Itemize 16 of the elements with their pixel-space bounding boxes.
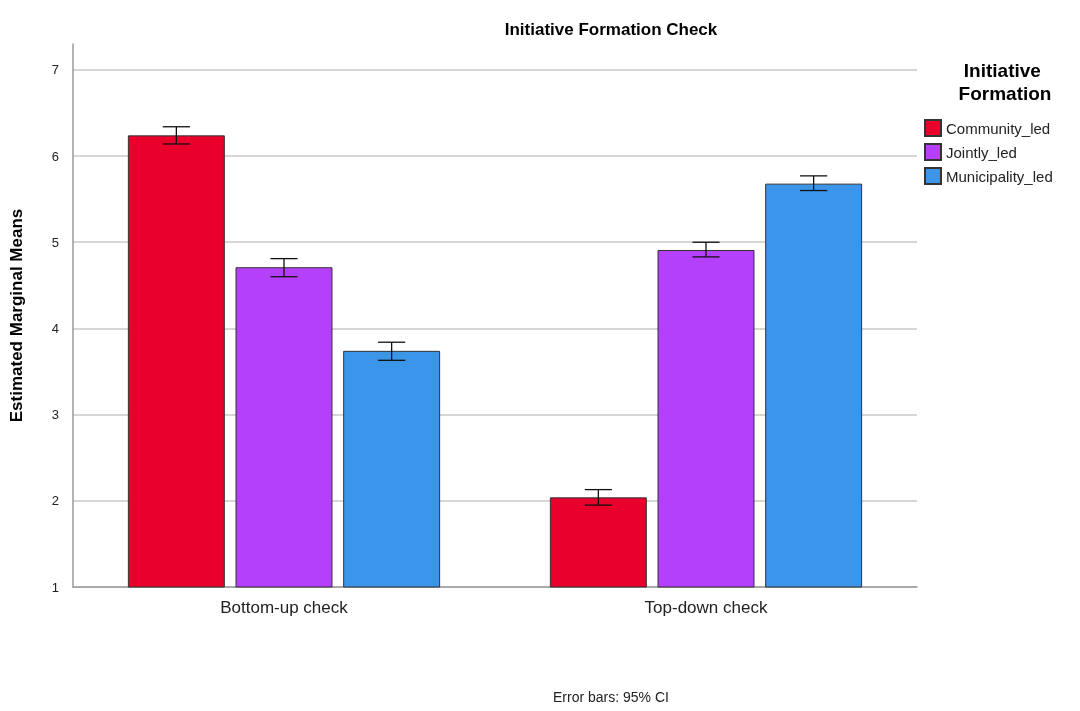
legend-label: Jointly_led xyxy=(946,143,1017,161)
chart-title: Initiative Formation Check xyxy=(504,20,718,39)
y-tick-label: 4 xyxy=(51,320,59,336)
legend-label: Municipality_led xyxy=(946,167,1053,185)
legend-title: Initiative Formation xyxy=(958,60,1052,104)
y-tick-label: 3 xyxy=(51,407,59,423)
y-tick-label: 7 xyxy=(51,62,59,78)
x-tick-label: Bottom-up check xyxy=(220,598,349,617)
y-tick-label: 1 xyxy=(51,579,59,595)
text: Error bars: 95% CI xyxy=(553,689,669,705)
y-axis-title: Estimated Marginal Means xyxy=(7,208,26,423)
legend-label: Community_led xyxy=(946,119,1051,137)
y-tick-label: 6 xyxy=(51,148,59,164)
y-tick-label: 5 xyxy=(51,234,59,250)
x-tick-label: Top-down check xyxy=(644,598,768,617)
y-tick-label: 2 xyxy=(51,493,59,509)
